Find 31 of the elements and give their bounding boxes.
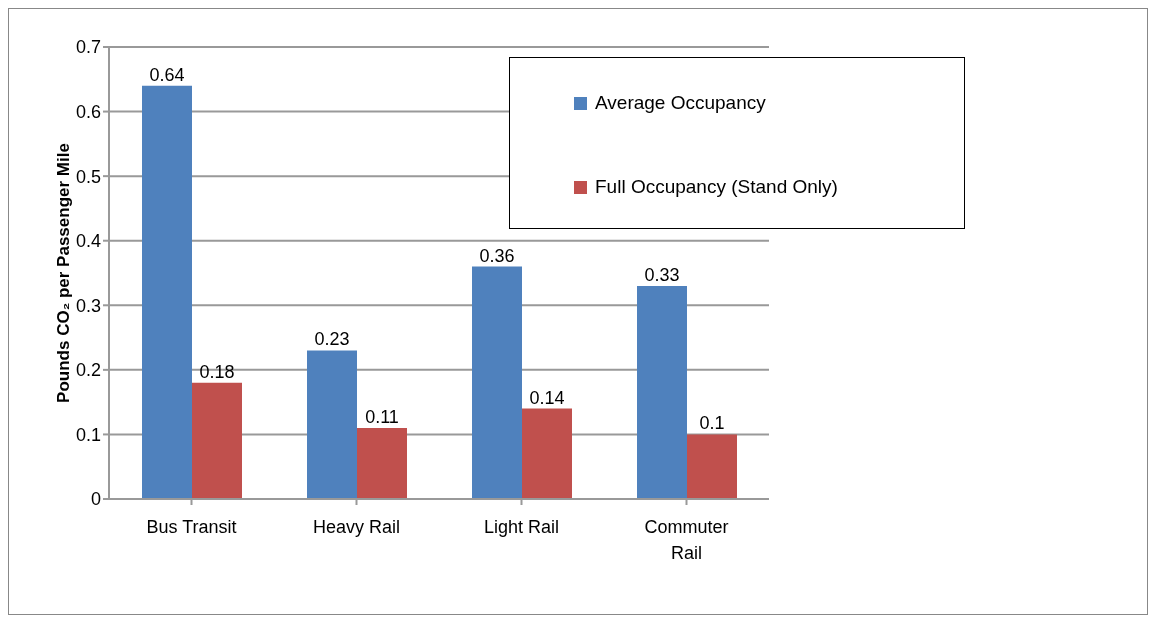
- x-tick-label: Bus Transit: [146, 517, 237, 537]
- x-tick-label: Light Rail: [483, 517, 560, 537]
- bar: [687, 434, 737, 499]
- data-label: 0.1: [699, 413, 725, 434]
- bar: [472, 266, 522, 499]
- y-axis-title: Pounds CO₂ per Passenger Mile: [54, 143, 73, 403]
- bar: [357, 427, 407, 499]
- y-tick-label: 0.1: [75, 424, 101, 445]
- data-label: 0.11: [365, 406, 399, 427]
- y-tick-label: 0.4: [75, 231, 101, 252]
- y-tick-label: 0.6: [75, 101, 101, 122]
- bar: [192, 382, 242, 499]
- data-label: 0.36: [479, 245, 515, 266]
- y-tick-label: 0.5: [75, 166, 101, 187]
- bar: [307, 350, 357, 499]
- y-tick-label: 0: [90, 489, 101, 510]
- y-tick-label: 0.7: [75, 37, 101, 58]
- legend-label: Full Occupancy (Stand Only): [595, 176, 838, 198]
- data-label: 0.64: [149, 64, 185, 85]
- y-tick-label: 0.2: [75, 360, 101, 381]
- bar: [637, 285, 687, 499]
- data-label: 0.18: [199, 361, 235, 382]
- data-label: 0.23: [314, 329, 350, 350]
- legend-label: Average Occupancy: [595, 92, 766, 114]
- x-tick-label: Commuter Rail: [644, 517, 729, 563]
- bar: [522, 408, 572, 499]
- x-tick-label: Heavy Rail: [312, 517, 401, 537]
- bar: [142, 85, 192, 499]
- data-label: 0.33: [644, 264, 680, 285]
- y-tick-label: 0.3: [75, 295, 101, 316]
- data-label: 0.14: [529, 387, 565, 408]
